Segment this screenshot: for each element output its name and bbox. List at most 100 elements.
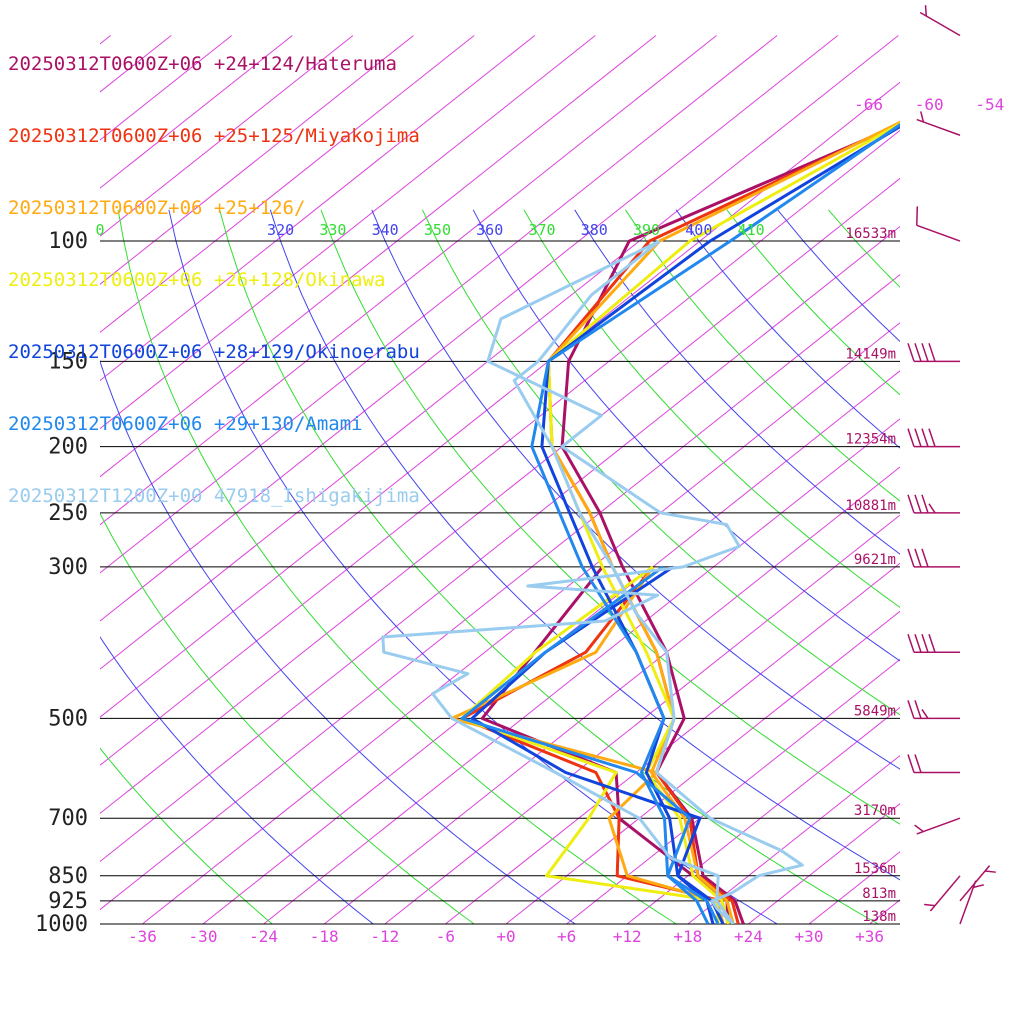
wind-barb <box>907 548 960 568</box>
theta-label: 320 <box>267 221 294 239</box>
wind-barb-staff <box>916 224 961 242</box>
wind-barb-flag <box>916 206 919 226</box>
temperature-tick-label: -36 <box>128 927 157 946</box>
theta-label: 350 <box>424 221 451 239</box>
temperature-tick-label: -12 <box>370 927 399 946</box>
isotherm-line <box>100 35 414 285</box>
wind-barb-flag <box>920 111 925 123</box>
height-label: 813m <box>862 886 896 902</box>
wind-barb-staff <box>916 817 961 835</box>
height-label: 14149m <box>845 346 896 362</box>
theta-label: 370 <box>528 221 555 239</box>
isotherm-line <box>687 754 900 924</box>
pressure-label: 850 <box>48 864 88 889</box>
wind-barb-flag <box>907 494 915 514</box>
upper-temperature-label: -66 <box>854 95 883 114</box>
wind-barb-flag <box>914 824 924 833</box>
wind-barb-flag <box>914 494 922 514</box>
isotherm-line <box>505 610 900 924</box>
pressure-label: 100 <box>48 229 88 254</box>
legend-entry: 20250312T1200Z+00 47918_Ishigakijima <box>8 485 420 507</box>
wind-barb-flag <box>984 870 996 873</box>
isotherm-line <box>100 35 354 237</box>
height-label: 3170m <box>854 803 896 819</box>
height-label: 9621m <box>854 552 896 568</box>
wind-barb-flag <box>914 754 922 773</box>
wind-barb-flag <box>907 548 915 568</box>
pressure-label: 150 <box>48 349 88 374</box>
wind-barb-flag <box>921 494 929 514</box>
wind-barb-flag <box>928 503 936 514</box>
legend-entry: 20250312T0600Z+06 +25+125/Miyakojima <box>8 125 420 147</box>
legend-entry: 20250312T0600Z+06 +28+129/Okinoerabu <box>8 341 420 363</box>
wind-barb <box>907 633 960 653</box>
wind-barb <box>907 754 960 774</box>
theta-label: 360 <box>476 221 503 239</box>
wind-barb-staff <box>916 118 961 136</box>
height-label: 1536m <box>854 861 896 877</box>
temperature-tick-label: -24 <box>249 927 278 946</box>
theta-label: 0 <box>95 221 104 239</box>
temperature-line <box>530 122 900 924</box>
isotherm-line <box>100 35 536 382</box>
wind-barb <box>959 865 996 902</box>
isotherm-line <box>100 35 657 478</box>
dry-adiabat-line <box>100 512 476 924</box>
isotherm-line <box>100 273 900 911</box>
wind-barb-flag <box>921 343 929 362</box>
wind-barb-flag <box>924 903 936 907</box>
isotherm-line <box>626 706 900 924</box>
theta-label: 390 <box>633 221 660 239</box>
isotherm-line <box>100 35 596 430</box>
isotherm-line <box>100 129 900 766</box>
wind-barb-flag <box>921 708 929 719</box>
wind-barb <box>916 206 961 242</box>
pressure-label: 300 <box>48 555 88 580</box>
temperature-tick-label: +0 <box>496 927 515 946</box>
temperature-tick-label: -6 <box>436 927 455 946</box>
upper-temperature-label: -60 <box>915 95 944 114</box>
height-label: 16533m <box>845 226 896 242</box>
legend: 20250312T0600Z+06 +24+124/Hateruma 20250… <box>8 4 420 532</box>
wind-barb <box>919 5 961 37</box>
sounding-profiles <box>381 120 900 924</box>
wind-barb-flag <box>914 428 922 447</box>
wind-barb-flag <box>928 633 936 653</box>
isotherm-line <box>263 418 900 924</box>
theta-label: 330 <box>319 221 346 239</box>
wind-barb-flag <box>928 428 936 447</box>
wind-barb-flag <box>907 428 915 447</box>
wind-barb-flag <box>914 548 922 568</box>
isotherm-line <box>100 35 839 622</box>
wind-barb-flag <box>914 343 922 362</box>
isotherm-line <box>100 35 293 189</box>
isotherm-line <box>100 177 900 815</box>
wind-barb-staff <box>959 880 977 925</box>
wind-barb-flag <box>921 548 929 568</box>
isotherm-line <box>566 658 900 924</box>
wind-barb <box>907 700 960 720</box>
temperature-tick-label: +36 <box>855 927 884 946</box>
isotherm-line <box>100 35 717 526</box>
temperature-tick-label: -30 <box>189 927 218 946</box>
pressure-label: 500 <box>48 706 88 731</box>
pressure-label: 1000 <box>35 912 88 937</box>
temperature-tick-label: +24 <box>734 927 763 946</box>
theta-label: 380 <box>581 221 608 239</box>
isotherm-line <box>202 370 900 924</box>
wind-barb-flag <box>928 343 936 362</box>
pressure-label: 250 <box>48 501 88 526</box>
pressure-label: 925 <box>48 889 88 914</box>
isotherm-line <box>100 35 475 334</box>
theta-label: 400 <box>685 221 712 239</box>
wind-barb-staff <box>919 11 961 37</box>
temperature-tick-label: +6 <box>557 927 576 946</box>
temperature-tick-label: -18 <box>310 927 339 946</box>
wind-barb-flag <box>914 633 922 653</box>
dry-adiabat-line <box>100 747 273 924</box>
wind-barb <box>907 494 960 514</box>
wind-barbs <box>907 5 996 925</box>
wind-barb <box>914 817 961 835</box>
